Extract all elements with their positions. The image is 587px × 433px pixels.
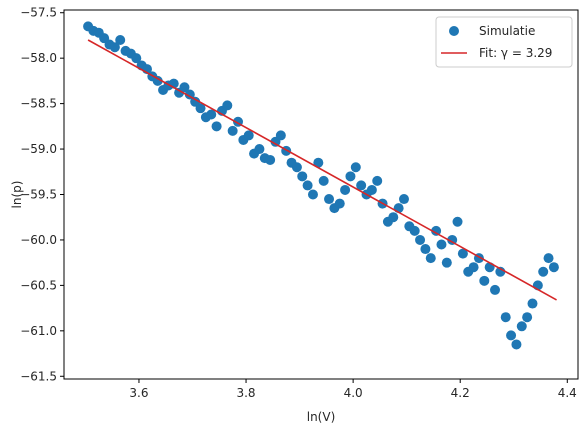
scatter-point [516,321,527,332]
scatter-point [500,312,511,323]
y-axis-label: ln(p) [10,181,24,209]
scatter-point [538,266,549,277]
scatter-point [275,130,286,141]
y-tick-label: −57.5 [20,6,57,20]
scatter-point [441,257,452,268]
y-tick-label: −59.5 [20,188,57,202]
scatter-point [409,225,420,236]
fit-line [87,39,557,301]
scatter-point [388,212,399,223]
scatter-point [506,330,517,341]
scatter-point [324,194,335,205]
scatter-point [522,312,533,323]
scatter-point [291,162,302,173]
scatter-point [222,100,233,111]
scatter-point [334,198,345,209]
scatter-point [318,175,329,186]
legend-marker-simulatie [449,26,459,36]
x-axis-label: ln(V) [307,410,336,424]
x-tick-label: 4.2 [451,386,470,400]
scatter-point [490,284,501,295]
scatter-point [425,253,436,264]
y-tick-label: −59.0 [20,142,57,156]
scatter-point [366,184,377,195]
scatter-point [398,194,409,205]
legend-label-simulatie: Simulatie [479,24,535,38]
scatter-point [297,171,308,182]
legend-label-fit: Fit: γ = 3.29 [479,46,552,60]
scatter-point [436,239,447,250]
scatter-point [227,125,238,136]
x-tick-label: 4.4 [558,386,577,400]
scatter-point [302,180,313,191]
scatter-point [345,171,356,182]
legend-box [435,16,573,68]
scatter-point [307,189,318,200]
scatter-point [511,339,522,350]
scatter-point [243,130,254,141]
scatter-point [543,253,554,264]
x-axis-ticks: 3.6 3.8 4.0 4.2 4.4 [129,379,577,400]
scatter-point [211,121,222,132]
scatter-point [479,275,490,286]
scatter-point [131,53,142,64]
y-tick-label: −58.0 [20,51,57,65]
scatter-point [254,144,265,155]
data-marks [83,21,559,350]
y-tick-label: −60.5 [20,278,57,292]
legend: Simulatie Fit: γ = 3.29 [435,16,573,68]
y-tick-label: −61.5 [20,369,57,383]
scatter-point [420,244,431,255]
x-tick-label: 3.6 [129,386,148,400]
scatter-point [457,248,468,259]
scatter-point [468,262,479,273]
scatter-point [527,298,538,309]
fit-line-layer [87,39,557,301]
scatter-point [115,34,126,45]
scatter-point [372,175,383,186]
x-tick-label: 4.0 [344,386,363,400]
scatter-point [265,154,276,165]
y-tick-label: −60.0 [20,233,57,247]
scatter-point [415,234,426,245]
scatter-point [195,103,206,114]
scatter-point [313,157,324,168]
scatter-point [356,180,367,191]
y-tick-label: −58.5 [20,97,57,111]
scatter-point [179,82,190,93]
scatter-point [452,216,463,227]
scatter-point [340,184,351,195]
scatter-point [350,162,361,173]
scatter-point [548,262,559,273]
x-tick-label: 3.8 [236,386,255,400]
scatter-point [109,42,120,53]
scatter-point [447,234,458,245]
scatter-point [152,75,163,86]
scatter-point [431,225,442,236]
y-axis-ticks: −57.5 −58.0 −58.5 −59.0 −59.5 −60.0 −60.5 −61.0… [20,6,64,383]
y-tick-label: −61.0 [20,324,57,338]
scatter-point [206,109,217,120]
